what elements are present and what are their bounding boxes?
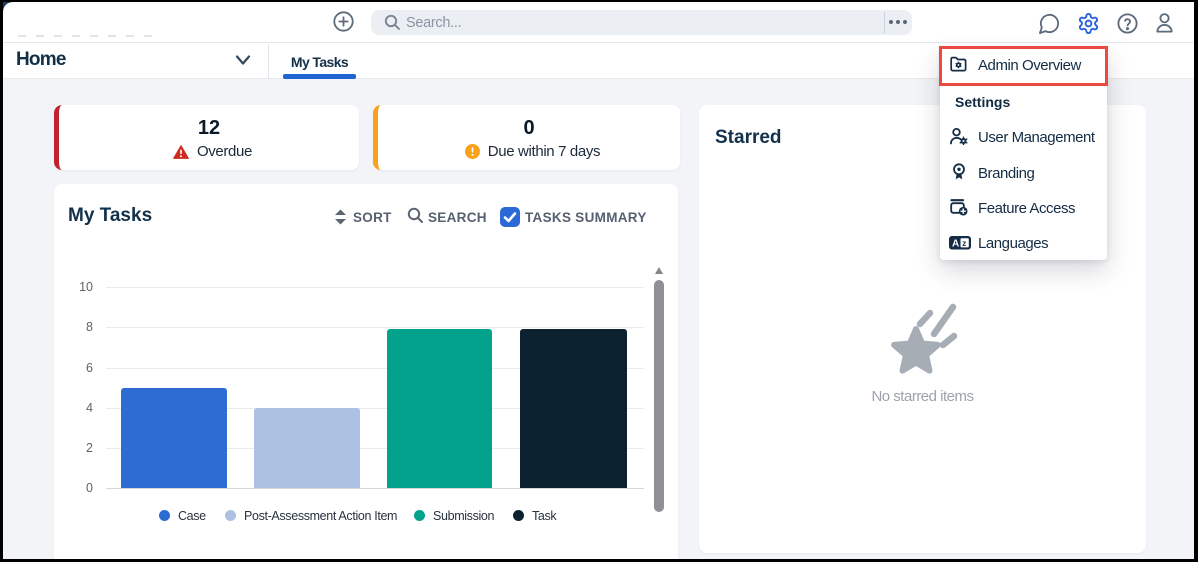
svg-text:z: z bbox=[962, 239, 966, 248]
svg-text:A: A bbox=[952, 239, 959, 250]
